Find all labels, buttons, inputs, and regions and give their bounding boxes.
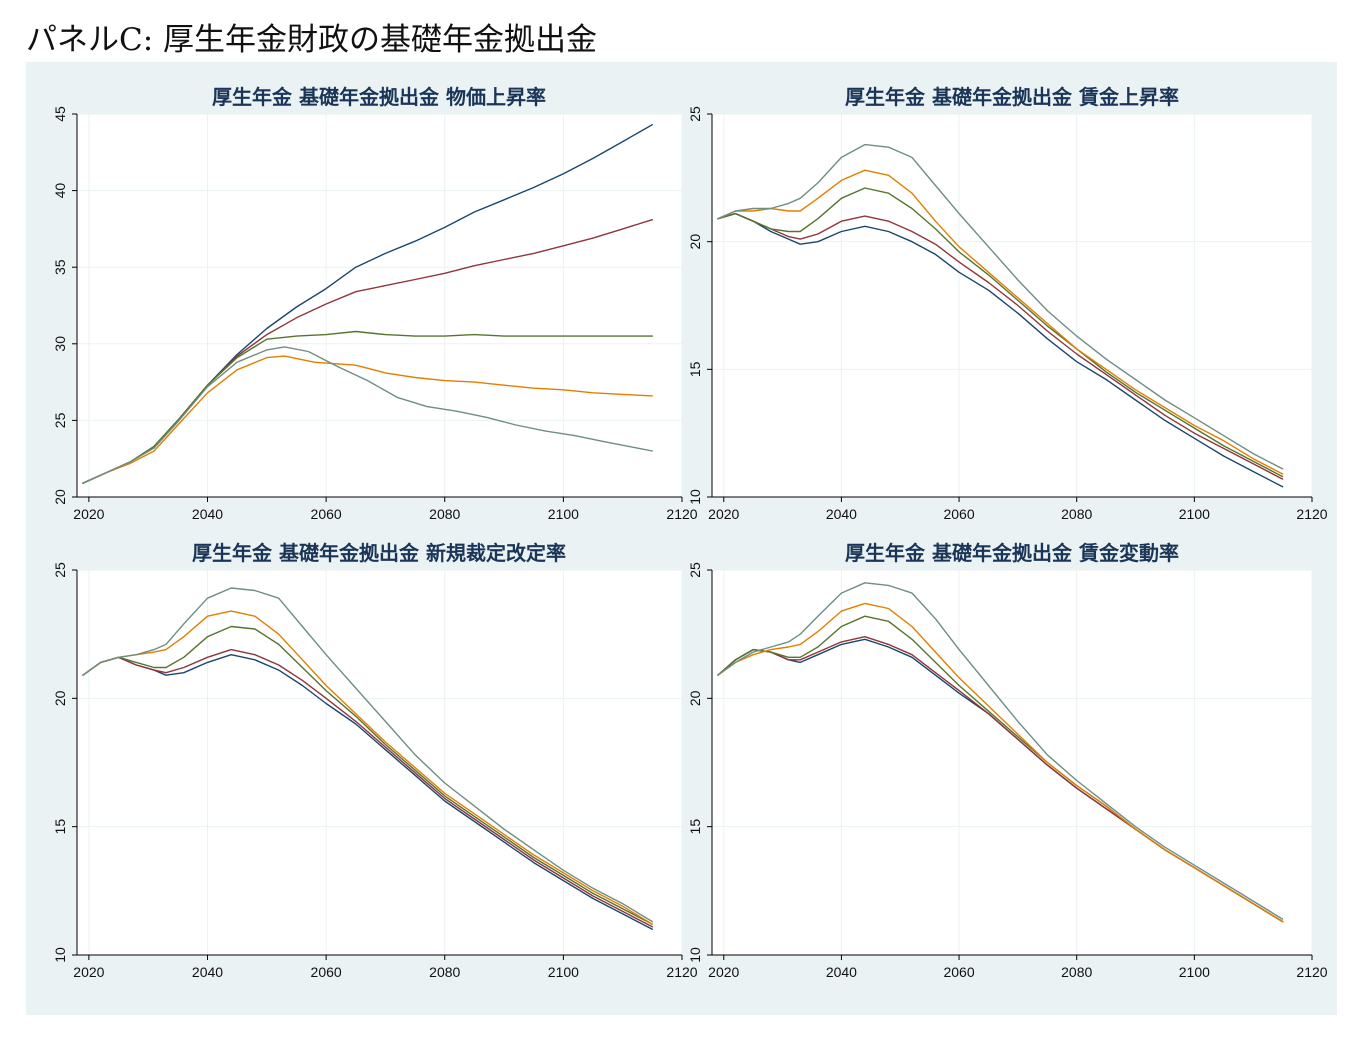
- x-tick-label: 2120: [1296, 506, 1327, 522]
- series-line-gray: [82, 346, 653, 484]
- y-tick-label: 15: [687, 361, 703, 377]
- series-line-orange: [82, 610, 653, 925]
- series-line-orange: [717, 602, 1284, 923]
- series-line-gray: [717, 143, 1284, 470]
- y-tick-label: 15: [687, 819, 703, 835]
- x-tick-label: 2040: [192, 506, 223, 522]
- y-tick-label: 25: [52, 562, 68, 578]
- chart-title: 厚生年金 基礎年金拠出金 物価上昇率: [212, 85, 546, 109]
- x-tick-label: 2020: [73, 964, 104, 980]
- chart-title: 厚生年金 基礎年金拠出金 賃金変動率: [845, 541, 1179, 565]
- y-tick-label: 10: [687, 489, 703, 505]
- series-line-olive: [82, 330, 653, 484]
- chart-figure: 20 25 30 35 40 45 2020 2040 2060 2080 2100 2120 厚生年金…: [26, 62, 1337, 1015]
- chart-panel-2: 10 15 20 25 2020 2040 2060 2080 2100 2120 厚生年金 基礎年…: [687, 85, 1328, 522]
- y-tick-label: 20: [52, 690, 68, 706]
- chart-panel-1: 20 25 30 35 40 45 2020 2040 2060 2080 2100 2120 厚生年金…: [52, 85, 698, 522]
- x-tick-label: 2120: [666, 506, 697, 522]
- y-tick-label: 25: [687, 562, 703, 578]
- x-tick-label: 2080: [1061, 506, 1092, 522]
- plot-area: [77, 114, 682, 497]
- series-line-gray: [717, 582, 1284, 920]
- y-tick-label: 35: [52, 259, 68, 275]
- chart-title: 厚生年金 基礎年金拠出金 賃金上昇率: [845, 85, 1179, 109]
- x-tick-label: 2080: [1061, 964, 1092, 980]
- x-tick-label: 2020: [708, 964, 739, 980]
- y-tick-label: 15: [52, 819, 68, 835]
- y-tick-label: 45: [52, 106, 68, 122]
- series-line-orange: [717, 169, 1284, 475]
- x-tick-label: 2020: [73, 506, 104, 522]
- x-tick-label: 2040: [826, 506, 857, 522]
- x-tick-label: 2120: [666, 964, 697, 980]
- chart-panel-4: 10 15 20 25 2020 2040 2060 2080 2100 2120 厚生年金 基礎年…: [687, 541, 1328, 980]
- x-tick-label: 2100: [1179, 964, 1210, 980]
- x-tick-label: 2120: [1296, 964, 1327, 980]
- y-tick-label: 25: [687, 106, 703, 122]
- y-tick-label: 30: [52, 336, 68, 352]
- y-tick-label: 20: [687, 234, 703, 250]
- series-line-olive: [82, 625, 653, 925]
- y-tick-label: 20: [52, 489, 68, 505]
- x-tick-label: 2080: [429, 964, 460, 980]
- y-tick-label: 10: [687, 947, 703, 963]
- series-line-orange: [82, 355, 653, 484]
- y-tick-label: 25: [52, 412, 68, 428]
- x-tick-label: 2100: [548, 506, 579, 522]
- series-line-navy: [717, 212, 1284, 488]
- y-tick-label: 10: [52, 947, 68, 963]
- page-title: パネルC: 厚生年金財政の基礎年金拠出金: [26, 22, 598, 58]
- x-tick-label: 2100: [548, 964, 579, 980]
- y-tick-label: 20: [687, 690, 703, 706]
- series-line-maroon: [717, 212, 1284, 480]
- x-tick-label: 2040: [192, 964, 223, 980]
- series-line-gray: [82, 587, 653, 923]
- x-tick-label: 2060: [943, 964, 974, 980]
- x-tick-label: 2060: [311, 964, 342, 980]
- series-line-olive: [717, 187, 1284, 478]
- chart-title: 厚生年金 基礎年金拠出金 新規裁定改定率: [192, 541, 566, 565]
- plot-area: [712, 114, 1312, 497]
- plot-area: [712, 570, 1312, 955]
- series-line-maroon: [82, 648, 653, 928]
- x-tick-label: 2060: [311, 506, 342, 522]
- x-tick-label: 2060: [943, 506, 974, 522]
- x-tick-label: 2040: [826, 964, 857, 980]
- x-tick-label: 2100: [1179, 506, 1210, 522]
- x-tick-label: 2080: [429, 506, 460, 522]
- y-tick-label: 40: [52, 183, 68, 199]
- chart-panel-3: 10 15 20 25 2020 2040 2060 2080 2100 2120 厚生年金 基礎年…: [52, 541, 698, 980]
- x-tick-label: 2020: [708, 506, 739, 522]
